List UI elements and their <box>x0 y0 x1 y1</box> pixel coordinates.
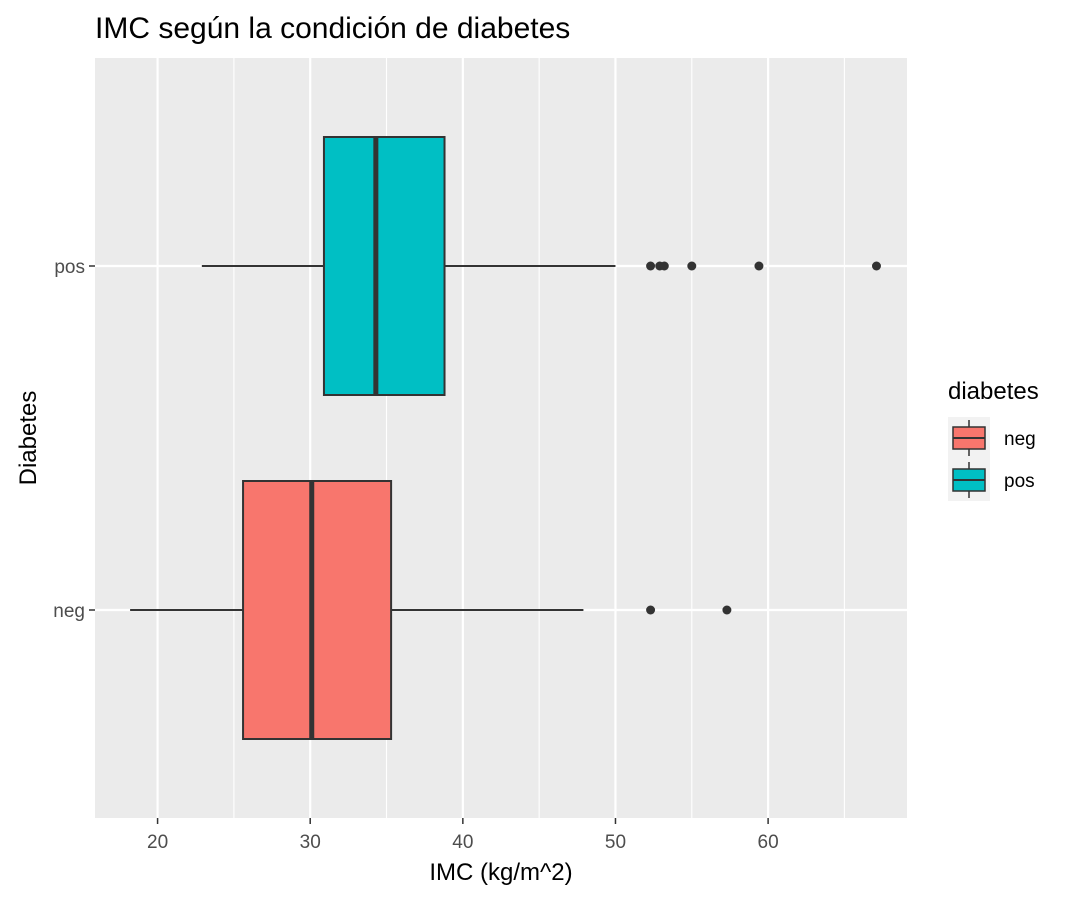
outlier-point <box>754 261 764 271</box>
box-neg <box>242 480 393 740</box>
legend-label: pos <box>1004 471 1035 492</box>
box-pos <box>322 136 446 396</box>
plot-panel <box>95 58 907 818</box>
x-axis-title: IMC (kg/m^2) <box>429 859 572 886</box>
legend-item-pos: pos <box>948 459 1035 501</box>
boxplot-pos <box>201 136 881 396</box>
legend: diabetes neg pos <box>948 378 1039 501</box>
outlier-point <box>722 605 732 615</box>
y-axis-title: Diabetes <box>15 391 42 486</box>
x-tick-label: 30 <box>300 832 321 853</box>
boxplots <box>130 136 881 740</box>
outlier-point <box>687 261 697 271</box>
chart-title: IMC según la condición de diabetes <box>95 12 570 45</box>
x-tick-label: 50 <box>605 832 626 853</box>
y-axis: neg pos <box>53 257 95 622</box>
x-tick-label: 60 <box>758 832 779 853</box>
outlier-point <box>871 261 881 271</box>
legend-item-neg: neg <box>948 417 1036 459</box>
y-tick-label: pos <box>54 257 85 278</box>
legend-title: diabetes <box>948 378 1039 405</box>
x-tick-label: 40 <box>452 832 473 853</box>
x-axis: 20 30 40 50 60 <box>147 818 779 853</box>
boxplot-neg <box>130 480 732 740</box>
x-tick-label: 20 <box>147 832 168 853</box>
y-tick-label: neg <box>53 601 85 622</box>
outlier-point <box>646 261 656 271</box>
legend-label: neg <box>1004 429 1036 450</box>
outlier-point <box>659 261 669 271</box>
outlier-point <box>646 605 656 615</box>
